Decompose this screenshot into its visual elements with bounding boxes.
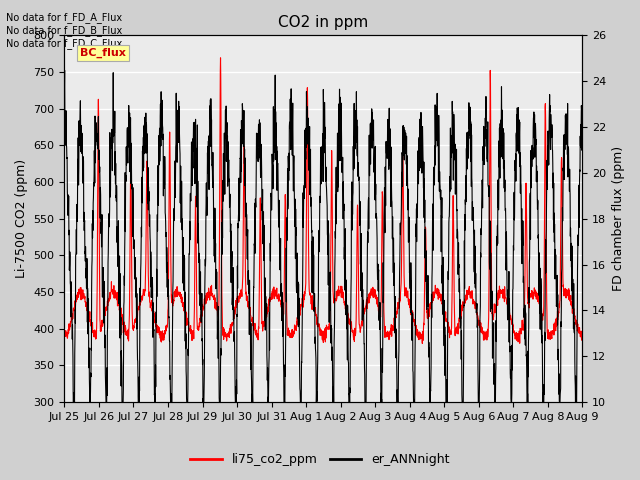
Legend: li75_co2_ppm, er_ANNnight: li75_co2_ppm, er_ANNnight — [186, 448, 454, 471]
Y-axis label: FD chamber flux (ppm): FD chamber flux (ppm) — [612, 146, 625, 291]
Text: No data for f_FD_A_Flux: No data for f_FD_A_Flux — [6, 12, 122, 23]
Title: CO2 in ppm: CO2 in ppm — [278, 15, 369, 30]
Y-axis label: Li-7500 CO2 (ppm): Li-7500 CO2 (ppm) — [15, 159, 28, 278]
Text: BC_flux: BC_flux — [80, 48, 126, 58]
Text: No data for f_FD_C_Flux: No data for f_FD_C_Flux — [6, 38, 123, 49]
Text: No data for f_FD_B_Flux: No data for f_FD_B_Flux — [6, 25, 123, 36]
